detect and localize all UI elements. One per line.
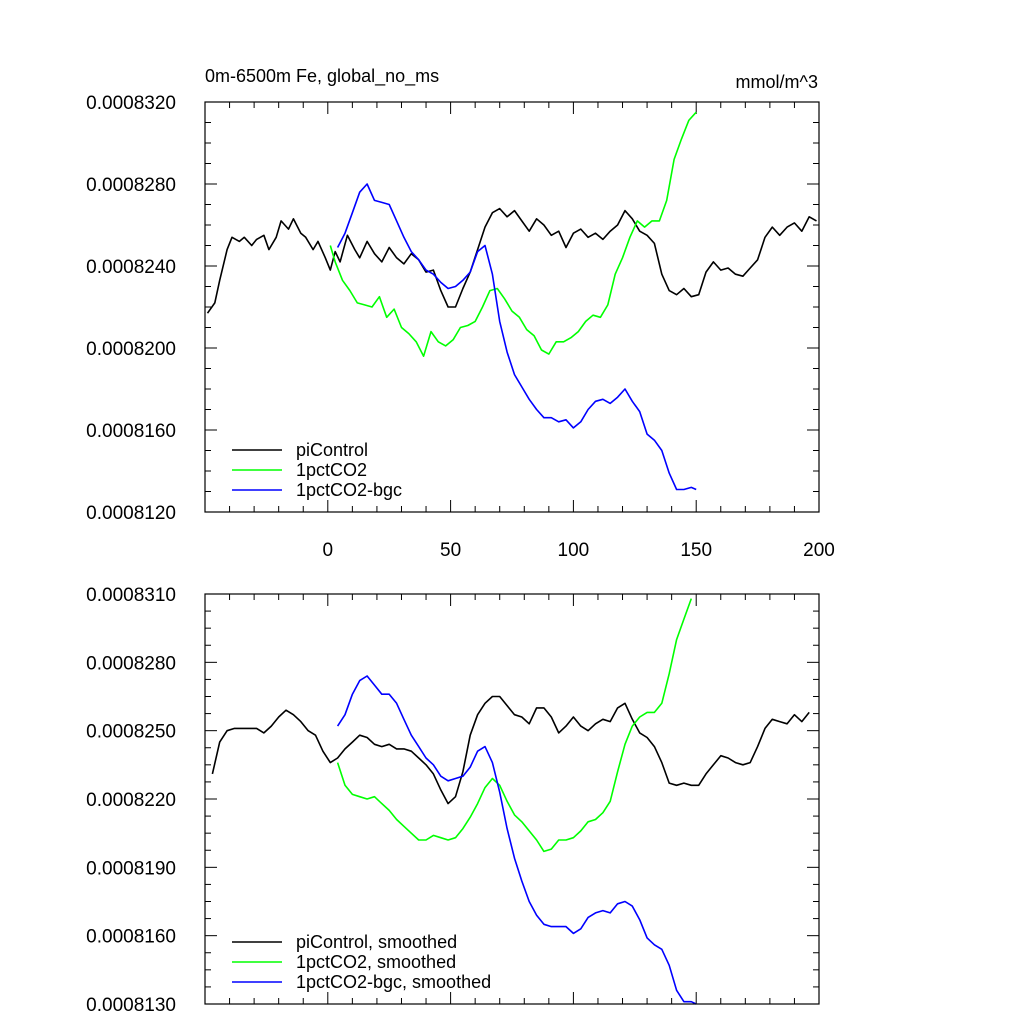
series-line [329, 111, 697, 357]
x-tick-label: 50 [440, 540, 461, 561]
bottom-axis-ticks [205, 593, 819, 1005]
y-tick-label: 0.0008190 [86, 858, 176, 879]
y-tick-label: 0.0008240 [86, 257, 176, 278]
y-tick-label: 0.0008160 [86, 927, 176, 948]
y-tick-label: 0.0008200 [86, 339, 176, 360]
series-line [336, 183, 697, 491]
legend-label: piControl, smoothed [296, 932, 457, 952]
y-tick-label: 0.0008250 [86, 722, 176, 743]
bottom-series [211, 598, 810, 1005]
y-tick-label: 0.0008130 [86, 995, 176, 1016]
bottom-tick-labels: 0.0008130 0.0008160 0.0008190 0.0008220 0.00… [86, 585, 176, 1016]
top-series [206, 111, 817, 491]
y-tick-label: 0.0008280 [86, 175, 176, 196]
legend-label: 1pctCO2-bgc [296, 480, 402, 500]
top-tick-labels: 0 50 100 150 200 0.0008120 0.0008160 0.0008200 0… [86, 93, 835, 561]
y-tick-label: 0.0008310 [86, 585, 176, 606]
top-axis-ticks [205, 101, 819, 513]
chart-title: 0m-6500m Fe, global_no_ms [205, 66, 439, 87]
y-tick-label: 0.0008120 [86, 503, 176, 524]
top-plot-frame [204, 101, 820, 513]
x-tick-label: 150 [680, 540, 712, 561]
top-panel: 0 50 100 150 200 0.0008120 0.0008160 0.0008200 0… [86, 93, 835, 561]
legend-label: 1pctCO2, smoothed [296, 952, 456, 972]
y-tick-label: 0.0008220 [86, 790, 176, 811]
series-line [336, 675, 697, 1005]
series-line [206, 207, 817, 314]
bottom-panel: 0.0008130 0.0008160 0.0008190 0.0008220 0.00… [86, 585, 820, 1016]
y-tick-label: 0.0008320 [86, 93, 176, 114]
series-line [336, 598, 693, 853]
series-line [211, 695, 810, 805]
units-label: mmol/m^3 [736, 72, 818, 92]
legend-label: 1pctCO2 [296, 460, 367, 480]
y-tick-label: 0.0008280 [86, 653, 176, 674]
x-tick-label: 0 [323, 540, 334, 561]
y-tick-label: 0.0008160 [86, 421, 176, 442]
bottom-plot-frame [204, 593, 820, 1005]
legend-label: 1pctCO2-bgc, smoothed [296, 972, 491, 992]
x-tick-label: 200 [803, 540, 835, 561]
x-tick-label: 100 [558, 540, 590, 561]
legend-label: piControl [296, 440, 368, 460]
